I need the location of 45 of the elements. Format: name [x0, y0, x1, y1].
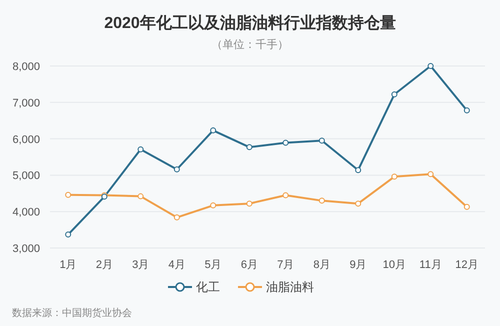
- point: [391, 174, 398, 180]
- point: [246, 200, 252, 207]
- x-tick-label: 6月: [240, 259, 258, 271]
- point: [428, 171, 434, 178]
- point: [210, 127, 216, 134]
- y-tick-label: 5,000: [12, 170, 40, 182]
- point: [355, 200, 362, 207]
- point: [355, 167, 362, 174]
- point: [65, 232, 72, 238]
- x-tick-label: 8月: [313, 259, 330, 271]
- point: [282, 140, 289, 146]
- y-tick-label: 4,000: [12, 206, 40, 219]
- x-tick-label: 2月: [96, 259, 113, 271]
- chart-title: 2020年化工以及油脂油料行业指数持仓量: [104, 14, 396, 32]
- point: [318, 198, 325, 204]
- legend-label: 化工: [196, 280, 220, 294]
- point: [174, 166, 180, 172]
- source-note: 数据来源：中国期货业协会: [12, 307, 132, 319]
- chart-subtitle: （单位：千手）: [212, 38, 288, 51]
- x-tick-label: 5月: [204, 259, 222, 271]
- point: [428, 63, 434, 69]
- x-tick-label: 12月: [455, 259, 478, 271]
- point: [391, 91, 398, 98]
- point: [246, 144, 252, 150]
- y-tick-label: 6,000: [12, 134, 40, 146]
- y-tick-label: 3,000: [12, 243, 40, 255]
- point: [464, 204, 470, 210]
- legend-label: 油脂油料: [266, 280, 314, 294]
- x-tick-label: 9月: [350, 259, 367, 271]
- point: [138, 146, 144, 152]
- y-tick-label: 7,000: [12, 97, 40, 110]
- point: [138, 193, 144, 200]
- x-tick-label: 3月: [132, 259, 150, 271]
- point: [282, 192, 289, 198]
- x-tick-label: 1月: [60, 259, 77, 271]
- point: [464, 107, 470, 114]
- point: [65, 192, 72, 198]
- x-tick-label: 7月: [277, 259, 294, 271]
- x-tick-label: 10月: [382, 259, 406, 271]
- point: [174, 214, 180, 220]
- point: [318, 138, 325, 144]
- x-tick-label: 4月: [168, 259, 186, 271]
- y-tick-label: 8,000: [12, 61, 40, 73]
- x-tick-label: 11月: [419, 259, 442, 271]
- point: [210, 202, 216, 208]
